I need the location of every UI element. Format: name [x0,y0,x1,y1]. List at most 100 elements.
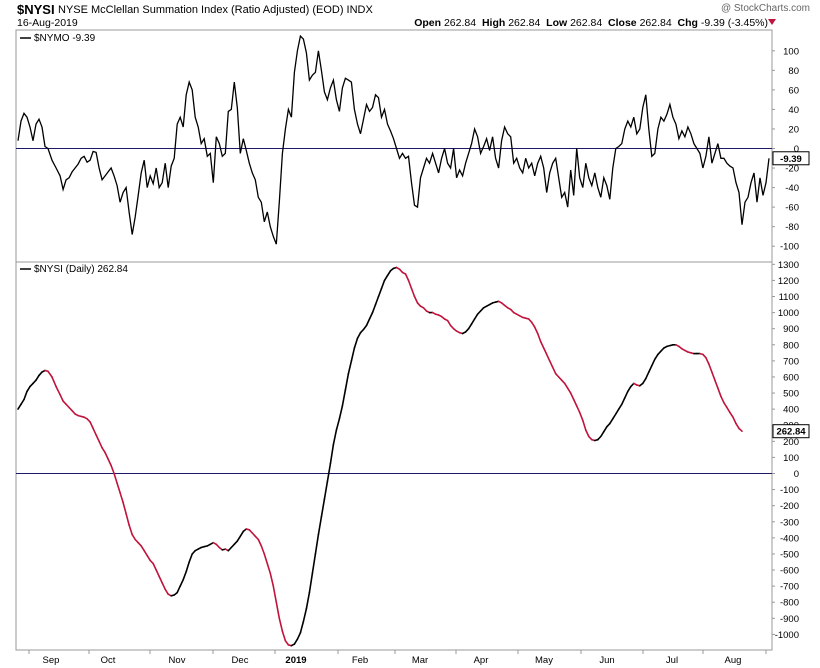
nysi-line-segment [299,620,305,634]
nysi-line-segment [551,366,557,375]
nysi-line-segment [575,405,581,414]
nysi-line-segment [55,385,61,396]
y-tick-label: -60 [785,203,799,214]
y-tick-label: 20 [788,124,799,135]
nysi-line-segment [729,411,734,419]
x-tick-label: Mar [412,655,428,666]
y-tick-label: 200 [783,437,799,448]
x-tick-label: Sep [43,655,60,666]
y-tick-label: 80 [788,66,799,77]
y-tick-label: -800 [780,598,799,609]
y-tick-label: 100 [783,46,799,57]
nysi-line-segment [473,313,479,320]
ohlc-readout: Open 262.84 High 262.84 Low 262.84 Close… [414,17,768,29]
nysi-line-segment [146,554,151,562]
y-tick-label: -200 [780,501,799,512]
nysi-line-segment [650,358,656,367]
x-tick-label: Feb [352,655,368,666]
nysi-line-segment [470,318,476,325]
nysi-line-segment [47,370,53,378]
nymo-line [17,34,770,245]
nysi-line-segment [236,535,242,542]
nysi-line-segment [368,311,374,320]
nysi-line-segment [110,464,115,475]
close-value: 262.84 [639,17,672,29]
y-tick-label: -600 [780,566,799,577]
nysi-line-segment [59,393,64,402]
x-tick-label: May [535,655,553,666]
close-label: Close [608,17,637,29]
nysi-line-segment [726,406,731,414]
nysi-line-segment [92,427,97,436]
chg-label: Chg [677,17,698,29]
nysi-line-segment [356,331,362,340]
y-tick-label: 40 [788,105,799,116]
y-tick-label: -1000 [775,630,799,641]
nysi-line-segment [320,498,326,518]
nysi-line-segment [446,319,452,327]
nysi-line-segment [566,387,572,394]
nysi-line-segment [323,480,329,501]
chg-value: -9.39 (-3.45%) [700,17,768,29]
last-value-label: -9.39 [780,154,802,165]
x-tick-label: Apr [474,655,489,666]
nysi-line-segment [641,377,647,385]
nysi-line-segment [344,372,350,391]
nysi-line-segment [383,274,389,282]
nysi-line-segment [176,585,181,594]
nysi-line-segment [608,417,614,425]
y-tick-label: 1300 [778,260,799,271]
nysi-line-segment [371,303,377,314]
nysi-line-segment [161,582,166,591]
y-tick-label: 900 [783,324,799,335]
nysi-line-segment [164,588,169,596]
nysi-line-segment [572,398,578,407]
x-tick-label: Jul [666,655,678,666]
nysi-line-segment [26,385,31,393]
nysi-line-segment [723,401,728,409]
nysi-line-segment [386,269,392,277]
nysi-line-segment [131,533,136,541]
nysi-line-segment [599,430,605,438]
nysi-line-segment [113,472,118,485]
nysi-line-segment [377,287,383,298]
x-tick-label: Aug [725,655,742,666]
low-label: Low [546,17,568,29]
plot-frame [15,29,773,651]
high-value: 262.84 [508,17,541,29]
nysi-line-segment [275,601,281,620]
nysi-line-segment [338,405,344,420]
chart-header: $NYSI NYSE McClellan Summation Index (Ra… [0,0,820,30]
credit-label: @ StockCharts.com [720,3,810,14]
x-tick-label: 2019 [285,655,306,666]
panel-title: $NYSI (Daily) 262.84 [34,264,128,275]
nysi-line-segment [17,403,22,410]
nysi-line-segment [116,482,121,494]
nysi-line-segment [269,572,275,587]
nysi-line-segment [125,512,130,526]
nysi-line-segment [140,545,145,552]
nysi-line-segment [104,451,109,460]
nysi-line-segment [617,403,623,410]
nysi-line-segment [23,390,28,401]
nysi-line-segment [602,425,608,433]
nysi-line-segment [155,569,160,578]
nysi-line-segment [98,440,103,449]
nysi-line-segment [467,323,473,330]
y-tick-label: 400 [783,405,799,416]
y-tick-label: 60 [788,85,799,96]
nysi-line-segment [350,347,356,362]
nysi-line-segment [407,279,413,290]
nysi-line-segment [533,326,539,335]
y-tick-label: -700 [780,582,799,593]
nysi-line-segment [305,591,311,610]
y-tick-label: 700 [783,356,799,367]
nysi-line-segment [353,337,359,349]
nysi-line-segment [620,397,626,406]
index-description: NYSE McClellan Summation Index (Ratio Ad… [58,4,373,16]
panel-title: $NYMO -9.39 [34,33,96,44]
nysi-line-segment [735,422,740,430]
nysi-line-segment [584,429,590,438]
nysi-line-segment [341,388,347,407]
